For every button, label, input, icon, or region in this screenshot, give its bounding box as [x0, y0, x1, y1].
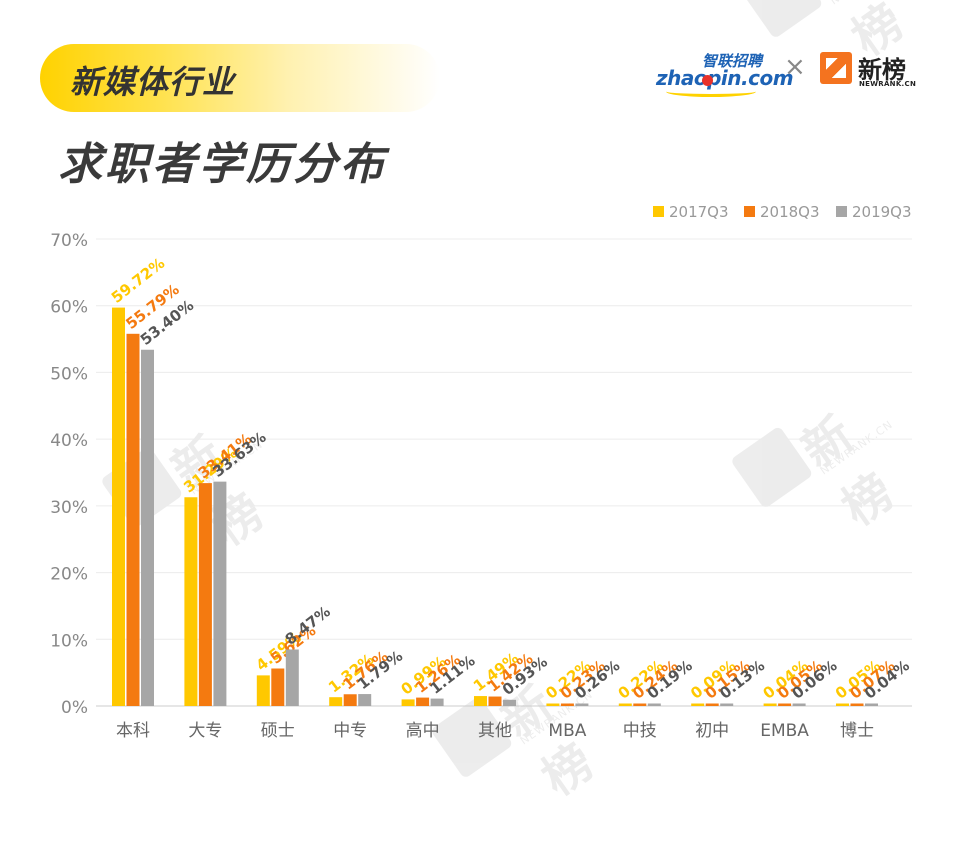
bar: [329, 697, 343, 706]
x-tick-label: 高中: [406, 721, 440, 741]
bar: [691, 703, 705, 706]
bar: [126, 333, 140, 706]
bar: [546, 703, 560, 706]
newrank-logo-mark: [820, 52, 852, 84]
bar: [647, 703, 661, 706]
bar: [488, 696, 502, 706]
bar: [836, 703, 849, 706]
zhaopin-logo: 智联招聘 zhaopin.com: [656, 48, 794, 97]
bar: [705, 703, 719, 706]
x-tick-label: 本科: [116, 721, 150, 741]
x-tick-label: 中技: [623, 721, 657, 741]
y-tick-label: 70%: [50, 231, 88, 251]
bar: [271, 668, 285, 706]
chart-area: 0%10%20%30%40%50%60%70%59.72%55.79%53.40…: [50, 203, 913, 741]
bar: [401, 699, 415, 706]
zhaopin-logo-cn: 智联招聘: [701, 52, 762, 70]
legend-label: 2019Q3: [852, 203, 912, 221]
bar: [430, 698, 444, 706]
y-tick-label: 20%: [50, 565, 88, 585]
bar: [213, 481, 227, 706]
newrank-logo-cn: 新榜: [858, 56, 906, 84]
y-tick-label: 40%: [50, 431, 88, 451]
x-tick-label: 大专: [188, 721, 222, 741]
bar: [141, 349, 154, 706]
legend-label: 2017Q3: [669, 203, 729, 221]
bar: [285, 649, 299, 706]
y-tick-label: 0%: [61, 698, 88, 718]
bar: [778, 703, 792, 706]
legend-label: 2018Q3: [760, 203, 820, 221]
bar: [720, 703, 734, 706]
chart-title: 求职者学历分布: [58, 139, 387, 190]
bar: [358, 694, 372, 706]
bar: [560, 703, 574, 706]
bar: [256, 675, 270, 706]
newrank-logo: 新榜 NEWRANK.CN: [820, 50, 920, 90]
x-tick-label: MBA: [548, 721, 586, 741]
header-tag-background: [40, 44, 440, 112]
bar: [112, 307, 125, 706]
legend-swatch: [836, 206, 847, 217]
x-tick-label: 初中: [695, 721, 729, 741]
newrank-logo-en: NEWRANK.CN: [859, 80, 917, 88]
bar: [865, 703, 878, 706]
x-tick-label: 硕士: [261, 721, 295, 741]
bar: [850, 703, 864, 706]
logo-separator: ×: [784, 52, 806, 82]
zhaopin-logo-dot: [702, 75, 713, 86]
bar: [503, 699, 516, 706]
x-tick-label: EMBA: [760, 721, 809, 741]
bar: [416, 697, 430, 706]
y-tick-label: 60%: [50, 298, 88, 318]
x-tick-label: 中专: [333, 721, 367, 741]
bar: [618, 703, 632, 706]
bar: [184, 497, 198, 706]
legend-swatch: [744, 206, 755, 217]
bar: [198, 483, 212, 706]
bar: [792, 703, 806, 706]
y-tick-label: 30%: [50, 498, 88, 518]
industry-tag: 新媒体行业: [70, 63, 236, 101]
bar: [763, 703, 777, 706]
y-tick-label: 50%: [50, 364, 88, 384]
x-tick-label: 其他: [478, 721, 512, 741]
legend-swatch: [653, 206, 664, 217]
bar: [474, 696, 487, 706]
x-tick-label: 博士: [840, 721, 874, 741]
bar: [343, 694, 357, 706]
zhaopin-logo-swoosh: [666, 86, 756, 97]
y-tick-label: 10%: [50, 631, 88, 651]
bar: [633, 703, 647, 706]
bar: [575, 703, 589, 706]
